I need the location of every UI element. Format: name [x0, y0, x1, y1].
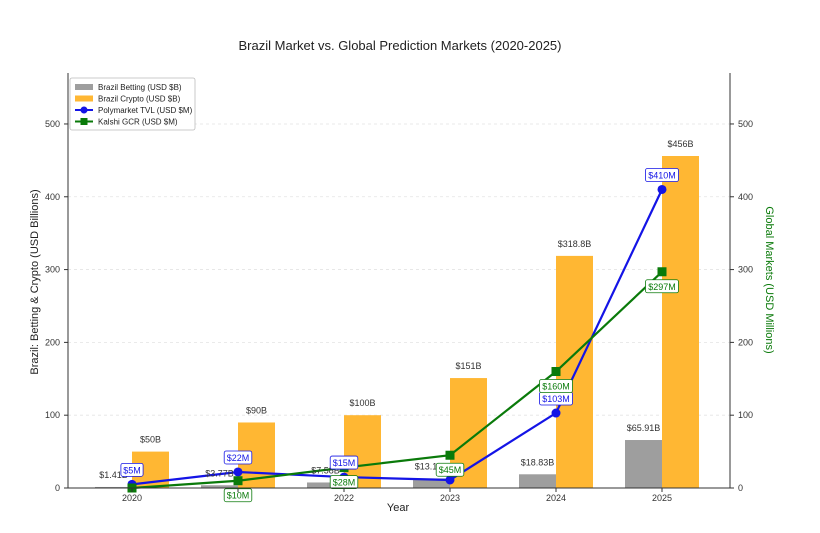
bar [95, 486, 132, 488]
line-value-box [223, 450, 253, 465]
y2-tick-label: 500 [738, 119, 753, 129]
x-tick-label: 2023 [440, 493, 460, 503]
y2-tick-label: 400 [738, 192, 753, 202]
x-axis-label: Year [387, 502, 410, 514]
line-value-label: $160M [542, 382, 570, 392]
line-value-label: $297M [648, 282, 676, 292]
bar-value-label: $151B [455, 361, 481, 371]
y-axis-label: Brazil: Betting & Crypto (USD Billions) [29, 189, 41, 374]
line-value-box [435, 462, 465, 477]
line-value-label: $15M [333, 458, 356, 468]
bar [307, 482, 344, 488]
bar-value-label: $90B [246, 405, 267, 415]
bar-value-label: $50B [140, 435, 161, 445]
x-tick-label: 2024 [546, 493, 566, 503]
bar [662, 156, 699, 488]
bar-value-label: $13.18B [415, 461, 449, 471]
gridlines [68, 123, 730, 489]
x-tick-label: 2020 [122, 493, 142, 503]
legend-swatch [75, 84, 93, 90]
legend-label: Kalshi GCR (USD $M) [98, 118, 178, 127]
line-value-label: $45M [439, 465, 462, 475]
series-line [131, 270, 663, 490]
axes: 0 100 200 300 400 500 0 100 200 300 400 500 2020 2022… [45, 73, 753, 503]
line-value-box [645, 279, 679, 294]
y-tick-label: 300 [45, 265, 60, 275]
legend-box [69, 77, 196, 131]
legend-swatch [75, 95, 93, 102]
bar-value-label: $456B [667, 139, 693, 149]
bar-value-label: $100B [349, 398, 375, 408]
bar-value-label: $3.77B [205, 468, 234, 478]
line-point [445, 450, 455, 460]
y2-tick-label: 200 [738, 337, 753, 347]
data-labels: $1.41B $3.77B $7.58B $13.18B $18.83B $65.91B $… [99, 139, 694, 503]
line-value-box [120, 462, 144, 477]
line-value-label: $103M [542, 394, 570, 404]
legend-label: Brazil Crypto (USD $B) [98, 95, 181, 104]
line-value-label: $22M [227, 453, 250, 463]
y2-axis-label: Global Markets (USD Millions) [763, 206, 775, 353]
bar-value-label: $318.8B [558, 239, 592, 249]
x-tick-label: 2022 [334, 493, 354, 503]
line-value-label: $28M [333, 478, 356, 488]
bar [519, 474, 556, 488]
line-point [551, 367, 561, 377]
line-value-box [645, 168, 679, 182]
line-value-label: $10M [227, 491, 250, 501]
legend-label: Brazil Betting (USD $B) [98, 83, 182, 92]
line-point [233, 467, 243, 477]
y2-tick-label: 0 [738, 483, 743, 493]
line-point [445, 475, 455, 485]
line-value-box [539, 379, 573, 393]
x-tick-label: 2025 [652, 493, 672, 503]
bar-value-label: $1.41B [99, 470, 128, 480]
y-tick-label: 200 [45, 337, 60, 347]
chart-title: Brazil Market vs. Global Prediction Mark… [239, 38, 562, 53]
y-tick-label: 400 [45, 192, 60, 202]
bar-value-label: $7.58B [311, 465, 340, 475]
y-tick-label: 100 [45, 410, 60, 420]
bar-value-label: $65.91B [627, 423, 661, 433]
bar-value-label: $18.83B [521, 457, 555, 467]
series-line [131, 189, 663, 486]
y2-tick-label: 300 [738, 265, 753, 275]
line-value-label: $410M [648, 170, 676, 180]
legend-label: Polymarket TVL (USD $M) [98, 106, 193, 115]
y-tick-label: 0 [55, 483, 60, 493]
bar [625, 440, 662, 488]
legend: Brazil Betting (USD $B) Brazil Crypto (US… [69, 77, 196, 131]
y2-tick-label: 100 [738, 410, 753, 420]
line-value-box [329, 455, 359, 470]
line-point [551, 408, 561, 418]
y-tick-label: 500 [45, 119, 60, 129]
bar [413, 478, 450, 488]
line-point [657, 267, 667, 277]
legend-marker [80, 118, 88, 125]
line-point [233, 476, 243, 486]
line-value-label: $5M [123, 465, 141, 475]
legend-marker [80, 106, 88, 114]
bar [201, 485, 238, 488]
line-point [657, 184, 667, 194]
